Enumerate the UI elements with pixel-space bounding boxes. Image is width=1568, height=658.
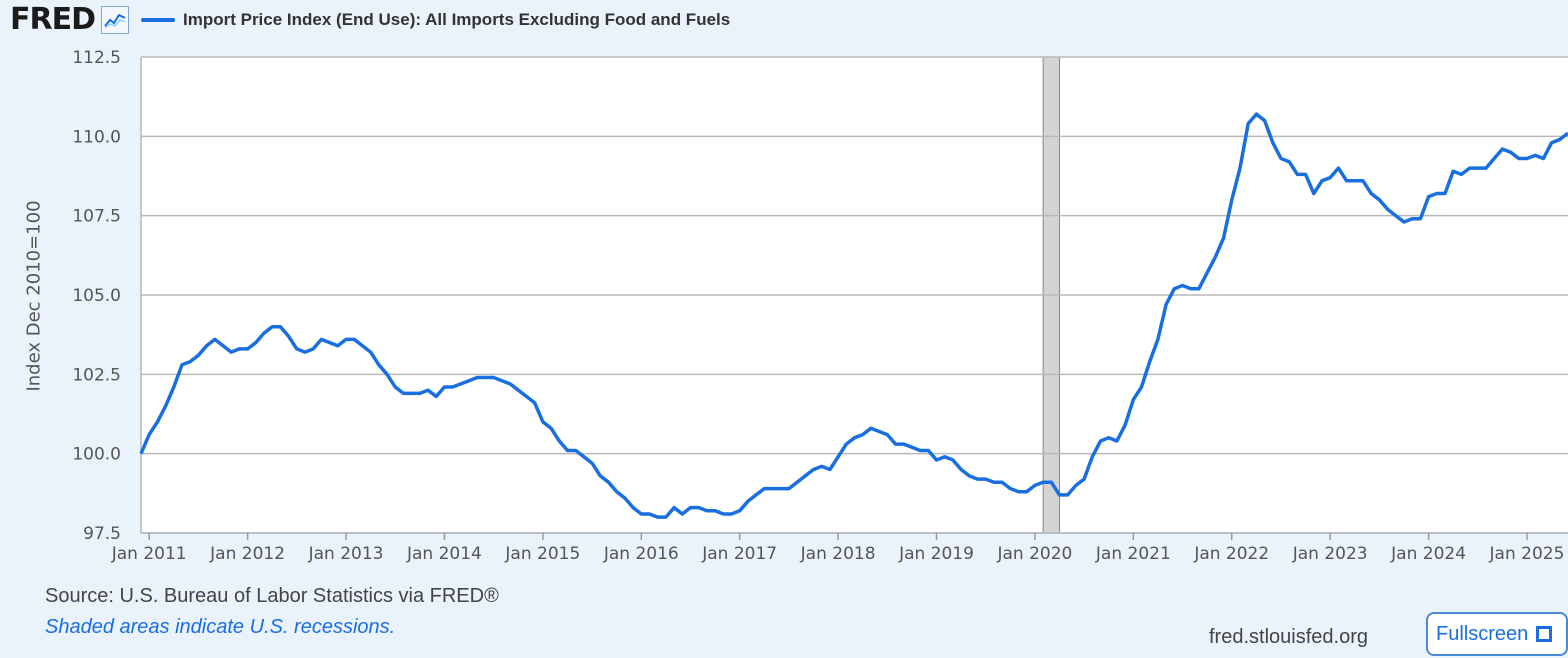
series-line[interactable] xyxy=(139,112,1568,519)
source-text: Source: U.S. Bureau of Labor Statistics … xyxy=(45,585,499,607)
chart-header: FRED Import Price Index (End Use): All I… xyxy=(10,4,730,36)
x-tick-label: Jan 2017 xyxy=(701,544,777,564)
y-tick-label: 110.0 xyxy=(72,127,121,147)
x-tick-label: Jan 2025 xyxy=(1489,544,1565,564)
line-graph-icon[interactable] xyxy=(101,6,129,34)
x-tick-label: Jan 2023 xyxy=(1292,544,1368,564)
y-tick-label: 102.5 xyxy=(72,365,121,385)
y-axis-ticks: 97.5 100.0 102.5 105.0 107.5 110.0 112.5 xyxy=(72,48,121,544)
fred-logo[interactable]: FRED xyxy=(10,2,96,37)
x-axis-ticks: Jan 2011 Jan 2012 Jan 2013 Jan 2014 Jan 2015… xyxy=(111,533,1565,564)
x-tick-label: Jan 2013 xyxy=(308,544,384,564)
y-tick-label: 105.0 xyxy=(72,286,121,306)
x-tick-label: Jan 2020 xyxy=(996,544,1072,564)
y-tick-label: 107.5 xyxy=(72,207,121,227)
x-tick-label: Jan 2024 xyxy=(1390,544,1466,564)
grid-layer xyxy=(140,56,1568,534)
x-tick-label: Jan 2015 xyxy=(504,544,580,564)
x-tick-label: Jan 2016 xyxy=(603,544,679,564)
fullscreen-icon xyxy=(1536,626,1553,642)
x-tick-label: Jan 2021 xyxy=(1095,544,1171,564)
x-tick-label: Jan 2011 xyxy=(111,544,187,564)
y-tick-label: 112.5 xyxy=(72,48,121,68)
fullscreen-label: Fullscreen xyxy=(1436,622,1529,645)
y-tick-label: 97.5 xyxy=(83,524,121,544)
legend: Import Price Index (End Use): All Import… xyxy=(141,10,730,30)
x-tick-label: Jan 2019 xyxy=(898,544,974,564)
legend-swatch xyxy=(141,18,175,22)
legend-series-label[interactable]: Import Price Index (End Use): All Import… xyxy=(183,10,731,29)
site-url[interactable]: fred.stlouisfed.org xyxy=(1209,626,1368,648)
y-tick-label: 100.0 xyxy=(72,445,121,465)
x-tick-label: Jan 2018 xyxy=(800,544,876,564)
recession-note: Shaded areas indicate U.S. recessions. xyxy=(45,616,396,638)
x-tick-label: Jan 2022 xyxy=(1193,544,1269,564)
line-chart[interactable]: 97.5 100.0 102.5 105.0 107.5 110.0 112.5 Jan 2… xyxy=(0,0,1568,580)
fullscreen-button[interactable]: Fullscreen xyxy=(1426,612,1568,656)
x-tick-label: Jan 2014 xyxy=(406,544,482,564)
x-tick-label: Jan 2012 xyxy=(209,544,285,564)
y-axis-label: Index Dec 2010=100 xyxy=(23,200,45,392)
